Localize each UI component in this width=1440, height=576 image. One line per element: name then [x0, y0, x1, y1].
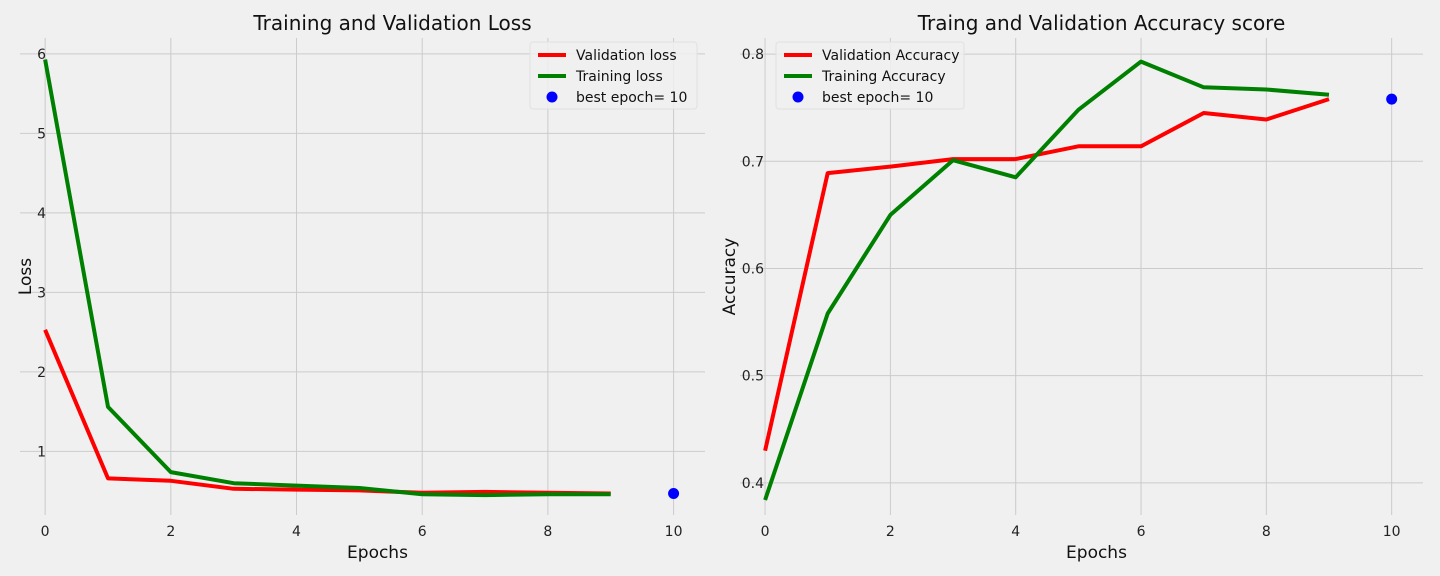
y-tick-label: 5	[37, 126, 46, 142]
y-tick-label: 0.6	[742, 261, 764, 277]
legend-label: best epoch= 10	[576, 90, 687, 106]
y-axis-label: Accuracy	[720, 238, 740, 316]
x-tick-label: 2	[886, 524, 895, 540]
y-tick-label: 0.4	[742, 476, 764, 492]
x-tick-label: 4	[292, 524, 301, 540]
legend-label: Validation Accuracy	[822, 48, 960, 64]
best-epoch-point	[668, 488, 680, 500]
y-tick-label: 4	[37, 206, 46, 222]
y-tick-label: 0.8	[742, 47, 764, 63]
chart-accuracy: 0 2 4 6 8 10 0.4 0.5 0.6 0.7 0.8 Traing and Validat…	[720, 11, 1423, 563]
x-tick-label: 8	[543, 524, 552, 540]
x-tick-label: 0	[761, 524, 770, 540]
y-tick-label: 1	[37, 444, 46, 460]
legend-swatch	[792, 91, 804, 103]
x-tick-label: 6	[1137, 524, 1146, 540]
x-tick-label: 0	[41, 524, 50, 540]
legend: Validation loss Training loss best epoch= …	[529, 41, 698, 110]
y-tick-label: 0.5	[742, 369, 764, 385]
chart-title: Traing and Validation Accuracy score	[917, 11, 1286, 35]
legend-label: Training Accuracy	[821, 69, 946, 85]
x-axis-label: Epochs	[347, 543, 408, 563]
series-line-training-accuracy	[763, 59, 1330, 501]
y-tick-label: 0.7	[742, 154, 764, 170]
x-tick-label: 10	[665, 524, 683, 540]
x-tick-label: 8	[1262, 524, 1271, 540]
series-line-training-loss	[43, 59, 611, 498]
x-axis-label: Epochs	[1066, 543, 1127, 563]
y-tick-label: 6	[37, 47, 46, 63]
x-tick-label: 2	[166, 524, 175, 540]
legend-label: Training loss	[575, 69, 663, 85]
legend-label: Validation loss	[576, 48, 677, 64]
y-tick-label: 3	[37, 285, 46, 301]
legend-label: best epoch= 10	[822, 90, 933, 106]
y-axis-label: Loss	[16, 258, 36, 295]
y-tick-label: 2	[37, 365, 46, 381]
series-line-validation-loss	[43, 329, 611, 496]
chart-title: Training and Validation Loss	[252, 11, 531, 35]
legend-swatch	[546, 91, 558, 103]
legend-box	[529, 41, 698, 110]
best-epoch-point	[1386, 93, 1398, 105]
series-line-validation-accuracy	[763, 97, 1330, 452]
legend-box	[775, 41, 965, 110]
x-tick-label: 6	[418, 524, 427, 540]
x-tick-label: 4	[1011, 524, 1020, 540]
legend: Validation Accuracy Training Accuracy best…	[775, 41, 965, 110]
x-tick-label: 10	[1383, 524, 1401, 540]
